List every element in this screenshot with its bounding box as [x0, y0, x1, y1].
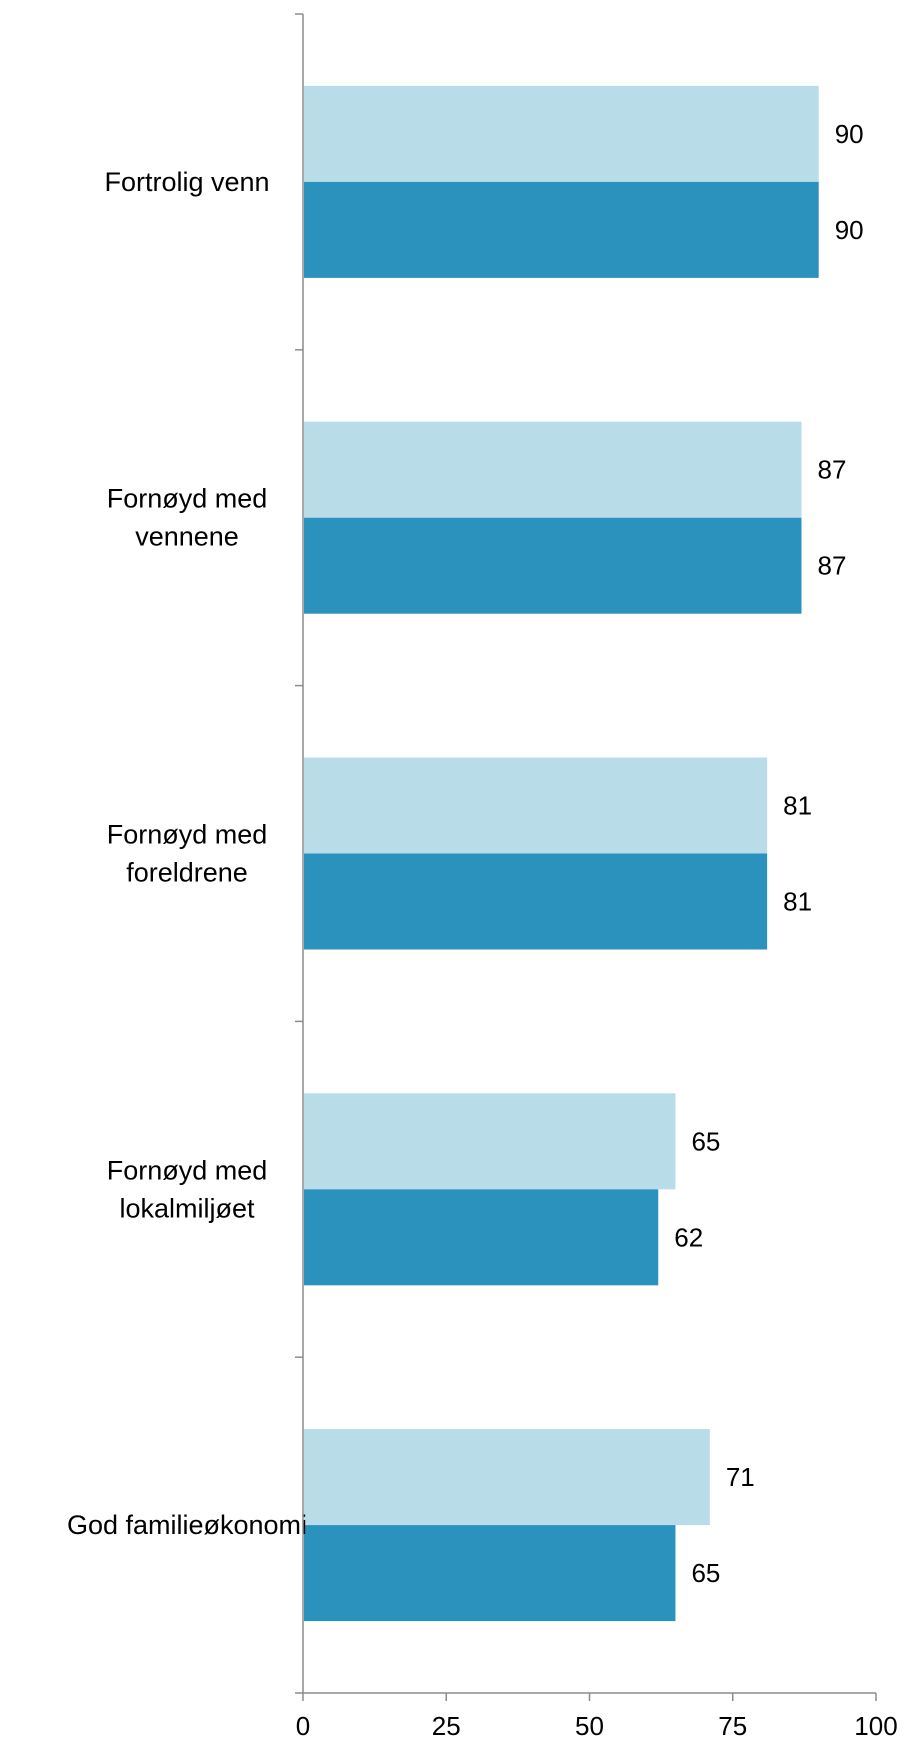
category-label-line: vennene — [135, 522, 239, 552]
category-label-1: Fortrolig venn — [104, 167, 269, 197]
x-tick-label: 25 — [432, 1711, 461, 1741]
bar-2-1 — [304, 181, 819, 278]
category-label-line: Fornøyd med — [107, 484, 268, 514]
bar-1-4 — [304, 1093, 676, 1190]
data-label-1-2: 87 — [818, 455, 847, 485]
data-label-1-1: 90 — [835, 119, 864, 149]
category-label-line: God familieøkonomi — [67, 1510, 307, 1540]
x-tick-label: 50 — [575, 1711, 604, 1741]
category-label-line: Fortrolig venn — [104, 167, 269, 197]
data-label-2-1: 90 — [835, 215, 864, 245]
bar-2-4 — [304, 1189, 659, 1286]
bar-2-5 — [304, 1525, 676, 1622]
data-label-2-2: 87 — [818, 551, 847, 581]
bar-1-1 — [304, 85, 819, 182]
category-label-line: Fornøyd med — [107, 820, 268, 850]
category-label-2: Fornøyd med vennene — [107, 484, 268, 552]
bars-layer — [304, 85, 819, 1622]
bar-1-5 — [304, 1429, 710, 1526]
category-label-4: Fornøyd med lokalmiljøet — [107, 1155, 268, 1223]
x-tick-label: 0 — [296, 1711, 310, 1741]
data-label-1-5: 71 — [726, 1462, 755, 1492]
category-label-line: foreldrene — [126, 858, 248, 888]
axis-layer: 0 25 50 75 100 — [295, 13, 898, 1741]
data-label-2-5: 65 — [691, 1558, 720, 1588]
data-label-1-4: 65 — [691, 1126, 720, 1156]
data-label-1-3: 81 — [783, 791, 812, 821]
category-label-3: Fornøyd med foreldrene — [107, 820, 268, 888]
category-label-line: Fornøyd med — [107, 1155, 268, 1185]
category-label-5: God familieøkonomi — [67, 1510, 307, 1540]
bar-2-3 — [304, 853, 768, 950]
bar-1-3 — [304, 757, 768, 854]
category-label-line: lokalmiljøet — [119, 1193, 255, 1223]
data-label-2-4: 62 — [674, 1222, 703, 1252]
bar-1-2 — [304, 421, 802, 518]
labels-layer: 90 90 Fortrolig venn 87 87 Fornøyd med vennene… — [67, 119, 864, 1588]
x-tick-label: 100 — [854, 1711, 897, 1741]
data-label-2-3: 81 — [783, 887, 812, 917]
bar-2-2 — [304, 517, 802, 614]
x-tick-label: 75 — [718, 1711, 747, 1741]
